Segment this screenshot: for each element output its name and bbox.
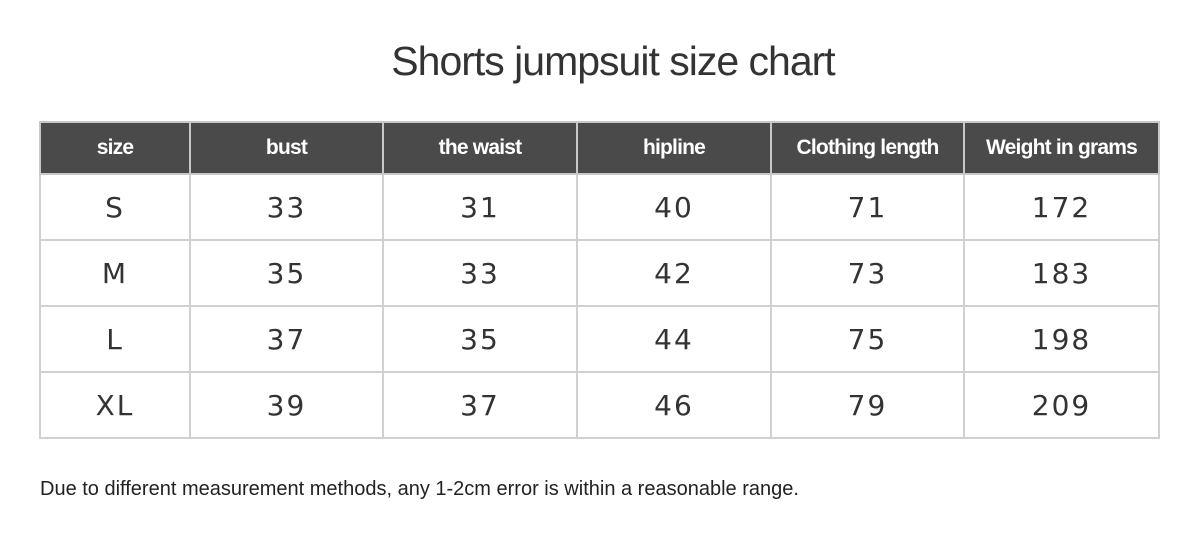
- cell-hipline: 46: [576, 371, 772, 439]
- cell-weight: 209: [963, 371, 1160, 439]
- cell-hipline: 42: [576, 239, 772, 307]
- cell-waist: 37: [382, 371, 578, 439]
- header-clothing-length: Clothing length: [770, 121, 965, 175]
- cell-hipline: 40: [576, 173, 772, 241]
- cell-size: XL: [39, 371, 191, 439]
- cell-clothing-length: 79: [770, 371, 965, 439]
- table-row: S 33 31 40 71 172: [39, 173, 1160, 241]
- cell-weight: 198: [963, 305, 1160, 373]
- cell-waist: 31: [382, 173, 578, 241]
- cell-bust: 39: [189, 371, 384, 439]
- page-title: Shorts jumpsuit size chart: [391, 38, 835, 84]
- table-row: XL 39 37 46 79 209: [39, 371, 1160, 439]
- size-chart-table: size bust the waist hipline Clothing len…: [39, 121, 1160, 439]
- header-bust: bust: [189, 121, 384, 175]
- cell-bust: 35: [189, 239, 384, 307]
- cell-clothing-length: 73: [770, 239, 965, 307]
- table-row: L 37 35 44 75 198: [39, 305, 1160, 373]
- cell-size: S: [39, 173, 191, 241]
- cell-clothing-length: 71: [770, 173, 965, 241]
- cell-weight: 172: [963, 173, 1160, 241]
- cell-waist: 35: [382, 305, 578, 373]
- cell-hipline: 44: [576, 305, 772, 373]
- header-waist: the waist: [382, 121, 578, 175]
- header-hipline: hipline: [576, 121, 772, 175]
- cell-bust: 33: [189, 173, 384, 241]
- table-row: M 35 33 42 73 183: [39, 239, 1160, 307]
- cell-waist: 33: [382, 239, 578, 307]
- cell-weight: 183: [963, 239, 1160, 307]
- cell-size: L: [39, 305, 191, 373]
- header-weight: Weight in grams: [963, 121, 1160, 175]
- cell-clothing-length: 75: [770, 305, 965, 373]
- cell-bust: 37: [189, 305, 384, 373]
- cell-size: M: [39, 239, 191, 307]
- measurement-note: Due to different measurement methods, an…: [40, 478, 799, 500]
- header-row: size bust the waist hipline Clothing len…: [39, 121, 1160, 175]
- header-size: size: [39, 121, 191, 175]
